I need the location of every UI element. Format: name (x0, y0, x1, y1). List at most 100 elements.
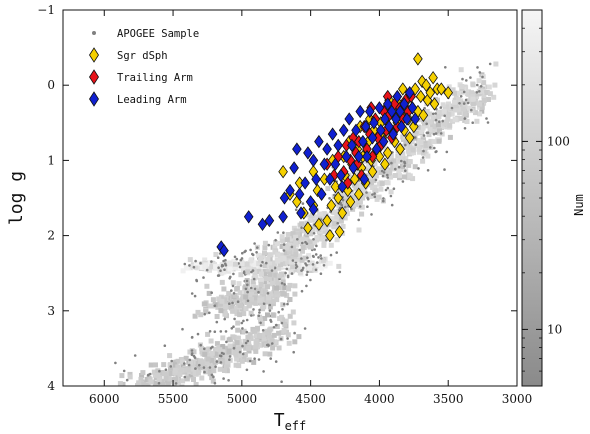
density-cell-3-112 (226, 290, 232, 296)
series-2-point-44 (382, 97, 393, 111)
apogee-point-2-19 (417, 167, 420, 170)
series-2-point-29 (348, 161, 359, 175)
density-cell-0-372 (131, 394, 136, 399)
density-cell-2-584 (262, 272, 268, 278)
series-2-point-56 (410, 112, 420, 126)
density-cell-2-295 (290, 254, 296, 260)
density-cell-0-340 (245, 334, 251, 340)
apogee-point-2-17 (481, 75, 484, 79)
density-cell-2-560 (427, 119, 433, 125)
density-cell-0-184 (220, 335, 226, 341)
density-cell-3-156 (270, 293, 276, 299)
density-cell-1-202 (217, 264, 223, 270)
apogee-point-2-134 (380, 169, 384, 173)
y-tick-label-2: 1 (47, 153, 55, 167)
density-cell-2-549 (486, 84, 492, 90)
apogee-point-0-54 (135, 390, 138, 393)
density-cell-1-210 (199, 261, 205, 267)
density-cell-3-93 (234, 286, 240, 291)
series-0-point-54 (428, 71, 438, 85)
apogee-point-3-5 (268, 303, 272, 307)
apogee-point-2-113 (450, 106, 454, 110)
density-cell-0-404 (172, 367, 178, 373)
density-cell-0-215 (170, 377, 176, 383)
density-cell-0-247 (261, 336, 267, 342)
apogee-point-2-29 (304, 262, 307, 265)
density-cell-2-597 (358, 194, 364, 200)
density-cell-0-409 (205, 356, 211, 362)
density-cell-0-12 (287, 313, 293, 319)
density-cell-2-702 (453, 103, 459, 109)
density-cell-0-308 (210, 378, 216, 384)
density-cell-0-385 (199, 345, 205, 351)
series-0-point-57 (436, 82, 447, 96)
density-cell-2-506 (278, 262, 283, 268)
series-0-point-71 (325, 228, 335, 243)
density-cell-0-270 (186, 367, 192, 373)
plot-frame (62, 9, 518, 387)
apogee-point-0-14 (222, 377, 225, 380)
apogee-point-2-73 (441, 119, 445, 123)
apogee-point-0-105 (190, 336, 194, 339)
apogee-point-2-180 (371, 193, 374, 196)
apogee-point-0-96 (279, 337, 283, 341)
density-cell-2-576 (487, 91, 493, 97)
density-cell-3-169 (267, 291, 273, 297)
apogee-point-3-22 (281, 308, 284, 311)
series-2-point-46 (387, 104, 397, 119)
density-cell-3-75 (266, 276, 272, 281)
density-cell-2-514 (334, 214, 340, 220)
apogee-point-0-16 (233, 317, 236, 321)
apogee-point-2-170 (325, 238, 328, 242)
legend-label-sgr: Sgr dSph (117, 50, 168, 62)
series-0-point-2 (303, 221, 313, 235)
density-cell-2-754 (266, 280, 272, 286)
series-2-point-4 (264, 213, 275, 228)
density-cell-3-155 (230, 308, 236, 314)
series-0-point-45 (409, 119, 419, 134)
density-cell-2-68 (321, 239, 327, 245)
density-cell-0-359 (242, 338, 248, 344)
x-axis-ticks: 6000 5500 5000 4500 4000 3500 3000 (89, 10, 532, 406)
apogee-point-2-5 (290, 245, 294, 249)
apogee-point-2-165 (291, 259, 295, 262)
apogee-point-2-182 (459, 95, 463, 98)
density-cell-3-150 (280, 291, 286, 297)
legend-marker-sgr (89, 47, 99, 63)
y-tick-label-1: 0 (47, 78, 55, 92)
density-cell-0-314 (145, 393, 150, 398)
density-cell-3-149 (249, 291, 255, 297)
density-cell-1-194 (235, 265, 241, 271)
density-cell-0-170 (144, 377, 150, 382)
apogee-point-3-19 (246, 290, 249, 294)
apogee-point-2-15 (382, 197, 385, 200)
density-cell-1-201 (336, 263, 342, 269)
apogee-point-2-150 (249, 248, 252, 252)
density-cell-0-309 (253, 333, 259, 339)
density-cell-0-42 (236, 357, 242, 363)
density-cell-2-242 (302, 255, 308, 261)
density-cell-0-135 (147, 391, 152, 396)
apogee-point-3-12 (283, 283, 286, 286)
density-cell-2-102 (328, 242, 334, 248)
apogee-point-2-121 (434, 118, 438, 122)
apogee-point-1-17 (307, 259, 311, 263)
density-cell-0-44 (238, 353, 244, 359)
apogee-point-2-192 (394, 167, 397, 171)
density-cell-2-613 (341, 193, 347, 199)
density-cell-2-516 (265, 269, 271, 275)
apogee-point-2-9 (381, 174, 385, 178)
density-cell-2-172 (424, 123, 430, 129)
density-cell-2-656 (397, 156, 403, 162)
series-0-point-14 (345, 195, 356, 209)
density-cell-3-152 (265, 284, 270, 290)
density-cell-3-170 (243, 294, 249, 300)
series-0-point-11 (337, 206, 348, 220)
density-cell-2-662 (321, 234, 326, 240)
density-cell-1-117 (287, 265, 293, 271)
density-cell-1-244 (240, 261, 246, 267)
density-cell-1-247 (180, 268, 186, 274)
apogee-point-0-8 (203, 347, 206, 351)
density-cell-2-668 (425, 153, 431, 159)
density-cell-2-512 (402, 174, 407, 180)
